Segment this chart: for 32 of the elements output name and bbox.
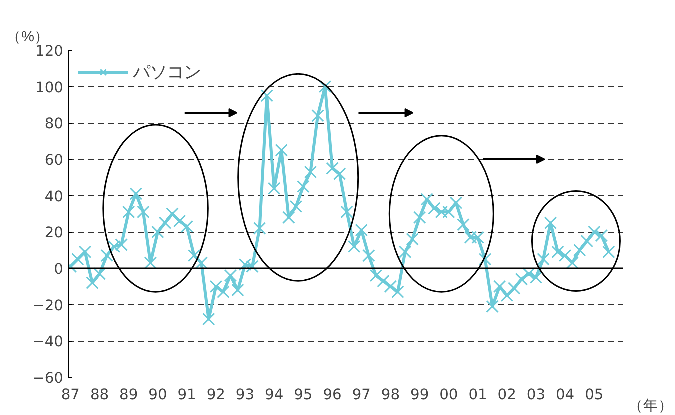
x-tick-label: 05 (585, 386, 604, 404)
y-tick-label: 120 (36, 43, 64, 60)
x-tick-label: 91 (178, 386, 196, 404)
x-tick-label: 00 (440, 386, 458, 404)
x-axis-title: （年） (628, 398, 674, 414)
x-tick-label: 99 (410, 386, 430, 404)
x-tick-label: 95 (294, 386, 313, 404)
x-tick-label: 02 (498, 386, 516, 404)
y-axis-title: （%） (6, 30, 50, 46)
x-tick-label: 89 (120, 386, 138, 404)
x-tick-label: 87 (61, 386, 80, 404)
x-tick-label: 90 (148, 386, 168, 404)
y-tick-label: −60 (32, 370, 64, 387)
y-tick-label: 80 (44, 116, 64, 133)
y-tick-label: −20 (32, 297, 64, 314)
legend-label: パソコン (133, 61, 201, 84)
y-tick-label: 40 (44, 188, 64, 206)
x-tick-label: 94 (265, 386, 284, 404)
x-tick-label: 92 (206, 386, 226, 404)
x-tick-label: 97 (352, 386, 371, 404)
x-tick-label: 96 (323, 386, 342, 404)
y-tick-label: 100 (36, 79, 64, 96)
y-tick-label: 20 (44, 224, 64, 242)
x-tick-label: 88 (90, 386, 110, 404)
y-tick-label: −40 (32, 334, 64, 351)
x-tick-label: 03 (526, 386, 546, 404)
x-tick-label: 98 (381, 386, 400, 404)
x-tick-label: 01 (468, 386, 488, 404)
y-tick-label: 60 (44, 152, 64, 169)
x-tick-label: 93 (236, 386, 255, 404)
x-tick-label: 04 (556, 386, 575, 404)
y-tick-label: 0 (54, 261, 64, 278)
